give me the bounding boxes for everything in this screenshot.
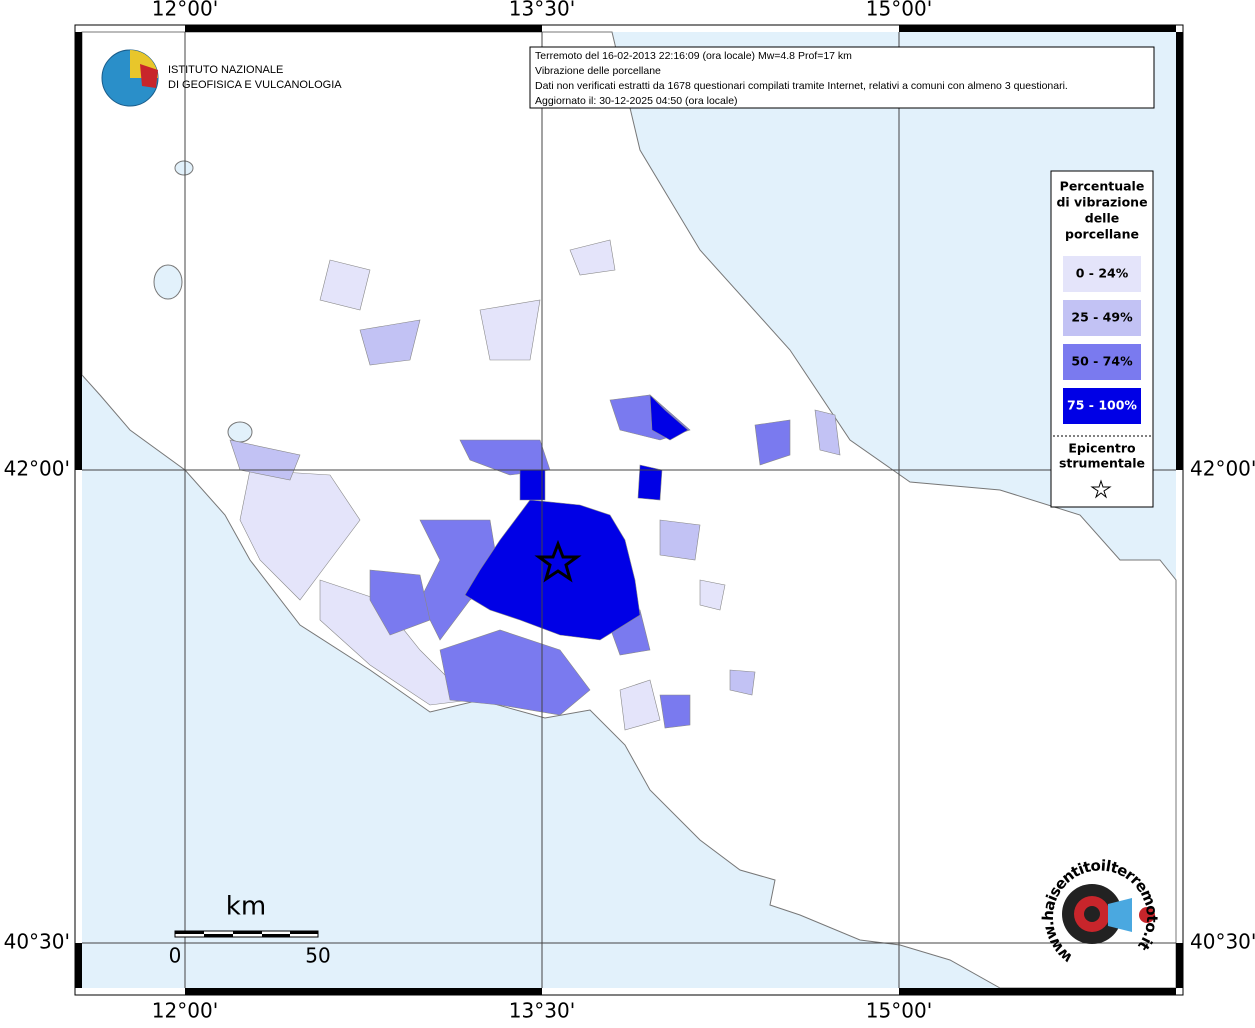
lat-label: 42°00' (4, 457, 70, 481)
legend-label: 75 - 100% (1067, 398, 1137, 413)
region (660, 520, 700, 560)
map-area (82, 32, 1176, 988)
lon-label: 12°00' (152, 0, 218, 21)
info-line: Vibrazione delle porcellane (535, 65, 661, 77)
legend-epicenter: Epicentro (1068, 441, 1136, 456)
lon-label: 13°30' (509, 0, 575, 21)
scale-unit: km (226, 892, 266, 922)
legend-title: di vibrazione (1056, 195, 1147, 210)
legend-label: 25 - 49% (1071, 310, 1133, 325)
lon-label: 15°00' (866, 0, 932, 21)
legend: Percentualedi vibrazionedelleporcellane 0… (1051, 171, 1153, 507)
region (660, 695, 690, 728)
lat-label: 40°30' (4, 930, 70, 954)
legend-epicenter: strumentale (1059, 456, 1145, 471)
logo-text: ISTITUTO NAZIONALE (168, 64, 283, 76)
region (520, 470, 545, 500)
info-line: Dati non verificati estratti da 1678 que… (535, 80, 1068, 92)
scale-label: 0 (169, 944, 182, 968)
lat-label: 40°30' (1190, 930, 1255, 954)
lake (228, 422, 252, 442)
legend-title: delle (1085, 211, 1119, 226)
lon-label: 15°00' (866, 999, 932, 1023)
lake (175, 161, 193, 175)
scale-label: 50 (305, 944, 330, 968)
lon-label: 13°30' (509, 999, 575, 1023)
lon-label: 12°00' (152, 999, 218, 1023)
lat-label: 42°00' (1190, 457, 1255, 481)
legend-title: porcellane (1065, 227, 1139, 242)
region (480, 300, 540, 360)
legend-title: Percentuale (1060, 179, 1145, 194)
legend-label: 50 - 74% (1071, 354, 1133, 369)
legend-label: 0 - 24% (1076, 266, 1129, 281)
info-line: Terremoto del 16-02-2013 22:16:09 (ora l… (535, 50, 852, 62)
logo-text: DI GEOFISICA E VULCANOLOGIA (168, 79, 342, 91)
info-line: Aggiornato il: 30-12-2025 04:50 (ora loc… (535, 95, 738, 107)
lake (154, 265, 182, 299)
